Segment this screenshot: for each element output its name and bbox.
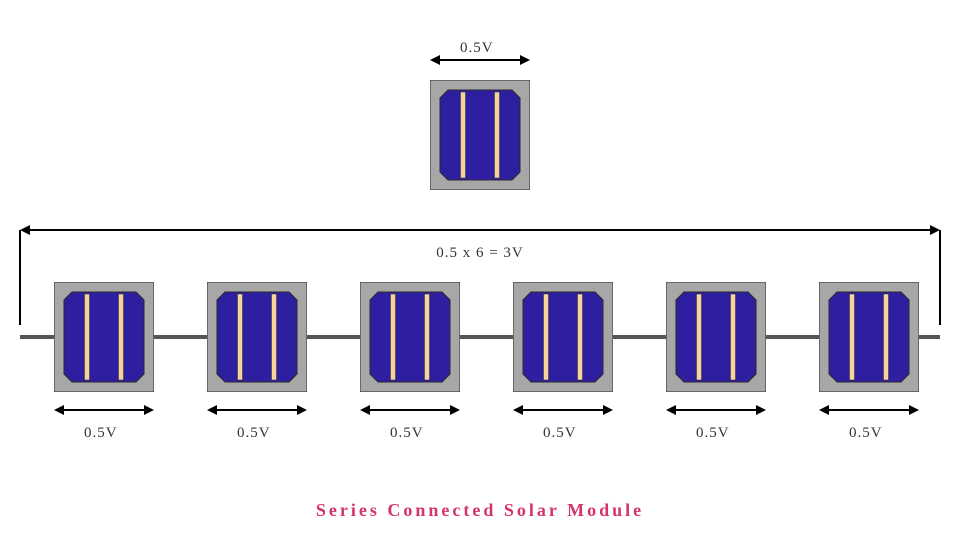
series-connector (20, 335, 940, 339)
solar-cell (819, 282, 919, 392)
solar-cell (430, 80, 530, 190)
solar-cell (513, 282, 613, 392)
diagram-title: Series Connected Solar Module (0, 500, 960, 521)
cell-voltage-label: 0.5V (390, 425, 424, 442)
total-voltage-label: 0.5 x 6 = 3V (0, 245, 960, 262)
cell-voltage-label: 0.5V (696, 425, 730, 442)
cell-voltage-label: 0.5V (849, 425, 883, 442)
solar-cell (666, 282, 766, 392)
cell-voltage-label: 0.5V (84, 425, 118, 442)
cell-voltage-label: 0.5V (543, 425, 577, 442)
solar-cell (207, 282, 307, 392)
solar-cell (54, 282, 154, 392)
solar-cell (360, 282, 460, 392)
top-cell-voltage-label: 0.5V (460, 40, 494, 57)
cell-voltage-label: 0.5V (237, 425, 271, 442)
